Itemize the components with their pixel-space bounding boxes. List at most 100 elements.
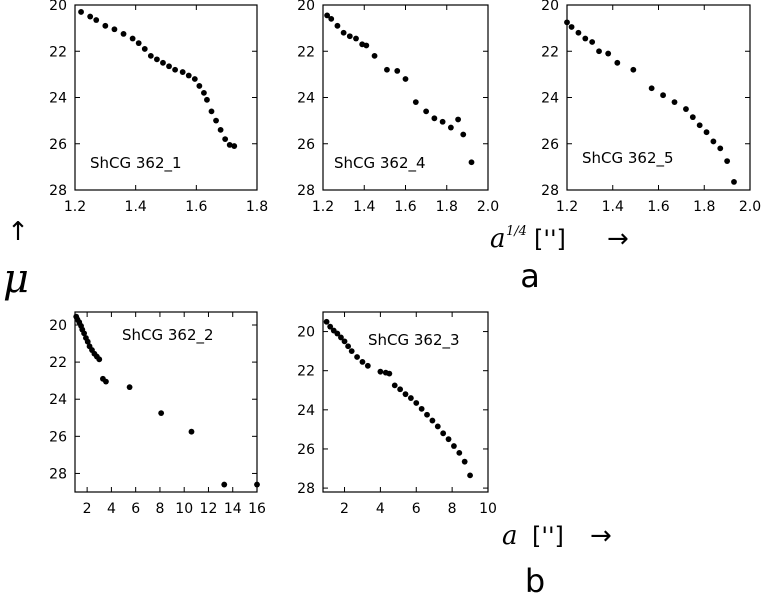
data-point bbox=[564, 19, 570, 26]
y-tick-label: 20 bbox=[297, 0, 315, 14]
data-point bbox=[710, 138, 717, 145]
x-tick-label: 1.4 bbox=[602, 199, 624, 215]
y-tick-label: 22 bbox=[297, 364, 315, 380]
panel-label: ShCG 362_5 bbox=[582, 149, 674, 168]
plot-frame bbox=[74, 311, 258, 493]
data-point bbox=[689, 114, 696, 121]
top-x-axis-arrow: → bbox=[607, 224, 629, 254]
y-tick-label: 20 bbox=[49, 0, 67, 14]
x-tick-label: 4 bbox=[107, 501, 116, 517]
data-point bbox=[434, 423, 441, 430]
x-tick-label: 8 bbox=[448, 501, 457, 517]
data-point bbox=[377, 368, 384, 375]
x-tick-label: 1.2 bbox=[64, 199, 86, 215]
data-point bbox=[605, 50, 612, 57]
data-point bbox=[461, 458, 468, 465]
data-point bbox=[394, 68, 401, 74]
data-point bbox=[717, 145, 724, 152]
data-point bbox=[445, 436, 452, 443]
x-tick-label: 14 bbox=[224, 501, 242, 517]
y-axis-label: μ bbox=[3, 256, 29, 302]
data-point bbox=[423, 108, 430, 115]
x-tick-label: 2 bbox=[83, 501, 92, 517]
data-point bbox=[185, 72, 192, 79]
data-point bbox=[589, 39, 596, 45]
data-point bbox=[217, 126, 224, 133]
y-tick-label: 28 bbox=[49, 466, 67, 482]
data-point bbox=[111, 26, 118, 33]
top-x-axis-unit: [''] bbox=[534, 225, 566, 253]
data-point bbox=[568, 24, 575, 30]
data-point bbox=[348, 348, 355, 355]
data-point bbox=[103, 378, 109, 385]
y-tick-label: 20 bbox=[541, 0, 559, 14]
data-point bbox=[346, 33, 353, 40]
data-point bbox=[431, 115, 438, 122]
panel-label: ShCG 362_2 bbox=[122, 326, 214, 345]
y-tick-label: 24 bbox=[49, 91, 67, 107]
data-point bbox=[213, 117, 219, 124]
data-point bbox=[455, 116, 461, 123]
data-point bbox=[460, 131, 467, 138]
x-tick-label: 1.8 bbox=[246, 199, 268, 215]
data-point bbox=[467, 472, 473, 479]
data-point bbox=[359, 358, 366, 365]
data-point bbox=[429, 417, 436, 424]
data-point bbox=[141, 46, 148, 52]
data-point bbox=[630, 66, 637, 73]
data-point bbox=[323, 318, 330, 325]
y-tick-label: 20 bbox=[297, 325, 315, 341]
y-tick-label: 26 bbox=[541, 137, 559, 153]
x-tick-label: 4 bbox=[376, 501, 385, 517]
y-tick-label: 26 bbox=[49, 137, 67, 153]
y-tick-label: 24 bbox=[297, 91, 315, 107]
x-tick-label: 2.0 bbox=[739, 199, 761, 215]
data-point bbox=[120, 31, 127, 37]
data-point bbox=[147, 52, 154, 59]
x-tick-label: 1.2 bbox=[556, 199, 578, 215]
y-tick-label: 24 bbox=[49, 392, 67, 408]
data-point bbox=[364, 362, 371, 369]
x-tick-label: 1.6 bbox=[185, 199, 207, 215]
data-point bbox=[81, 330, 87, 337]
x-tick-label: 1.4 bbox=[353, 199, 375, 215]
data-point bbox=[231, 143, 238, 149]
data-point bbox=[596, 48, 602, 55]
data-point bbox=[102, 22, 109, 29]
x-tick-label: 2 bbox=[340, 501, 349, 517]
panel-shcg-362-5: 1.2 1.4 1.6 1.8 2.0 20 22 24 26 28 ShCG 362_5 bbox=[541, 0, 761, 215]
x-tick-label: 10 bbox=[175, 501, 193, 517]
data-point bbox=[179, 69, 186, 75]
data-point bbox=[582, 35, 589, 42]
y-tick-label: 26 bbox=[297, 137, 315, 153]
y-tick-label: 22 bbox=[297, 44, 315, 60]
top-x-axis-exponent: 1/4 bbox=[506, 224, 527, 239]
data-point bbox=[660, 92, 666, 99]
y-tick-label: 22 bbox=[49, 355, 67, 371]
panel-label: ShCG 362_1 bbox=[90, 154, 182, 173]
data-point bbox=[384, 66, 390, 73]
data-point bbox=[363, 42, 370, 49]
data-point bbox=[328, 15, 335, 22]
data-point bbox=[402, 391, 409, 398]
data-point bbox=[334, 22, 341, 29]
y-tick-label: 26 bbox=[297, 442, 315, 458]
data-point bbox=[412, 99, 419, 106]
y-axis-arrow: ↑ bbox=[7, 217, 29, 247]
data-point bbox=[671, 99, 678, 106]
data-point bbox=[341, 338, 348, 345]
data-point bbox=[78, 9, 84, 15]
group-label-b: b bbox=[525, 562, 545, 596]
data-point bbox=[222, 136, 229, 143]
data-point bbox=[424, 411, 430, 418]
x-tick-label: 1.4 bbox=[125, 199, 147, 215]
data-point bbox=[135, 40, 142, 47]
bottom-x-axis-symbol: a bbox=[502, 521, 518, 551]
data-point bbox=[683, 106, 689, 112]
x-tick-label: 1.8 bbox=[436, 199, 458, 215]
y-tick-label: 20 bbox=[49, 318, 67, 334]
data-point bbox=[724, 158, 731, 164]
